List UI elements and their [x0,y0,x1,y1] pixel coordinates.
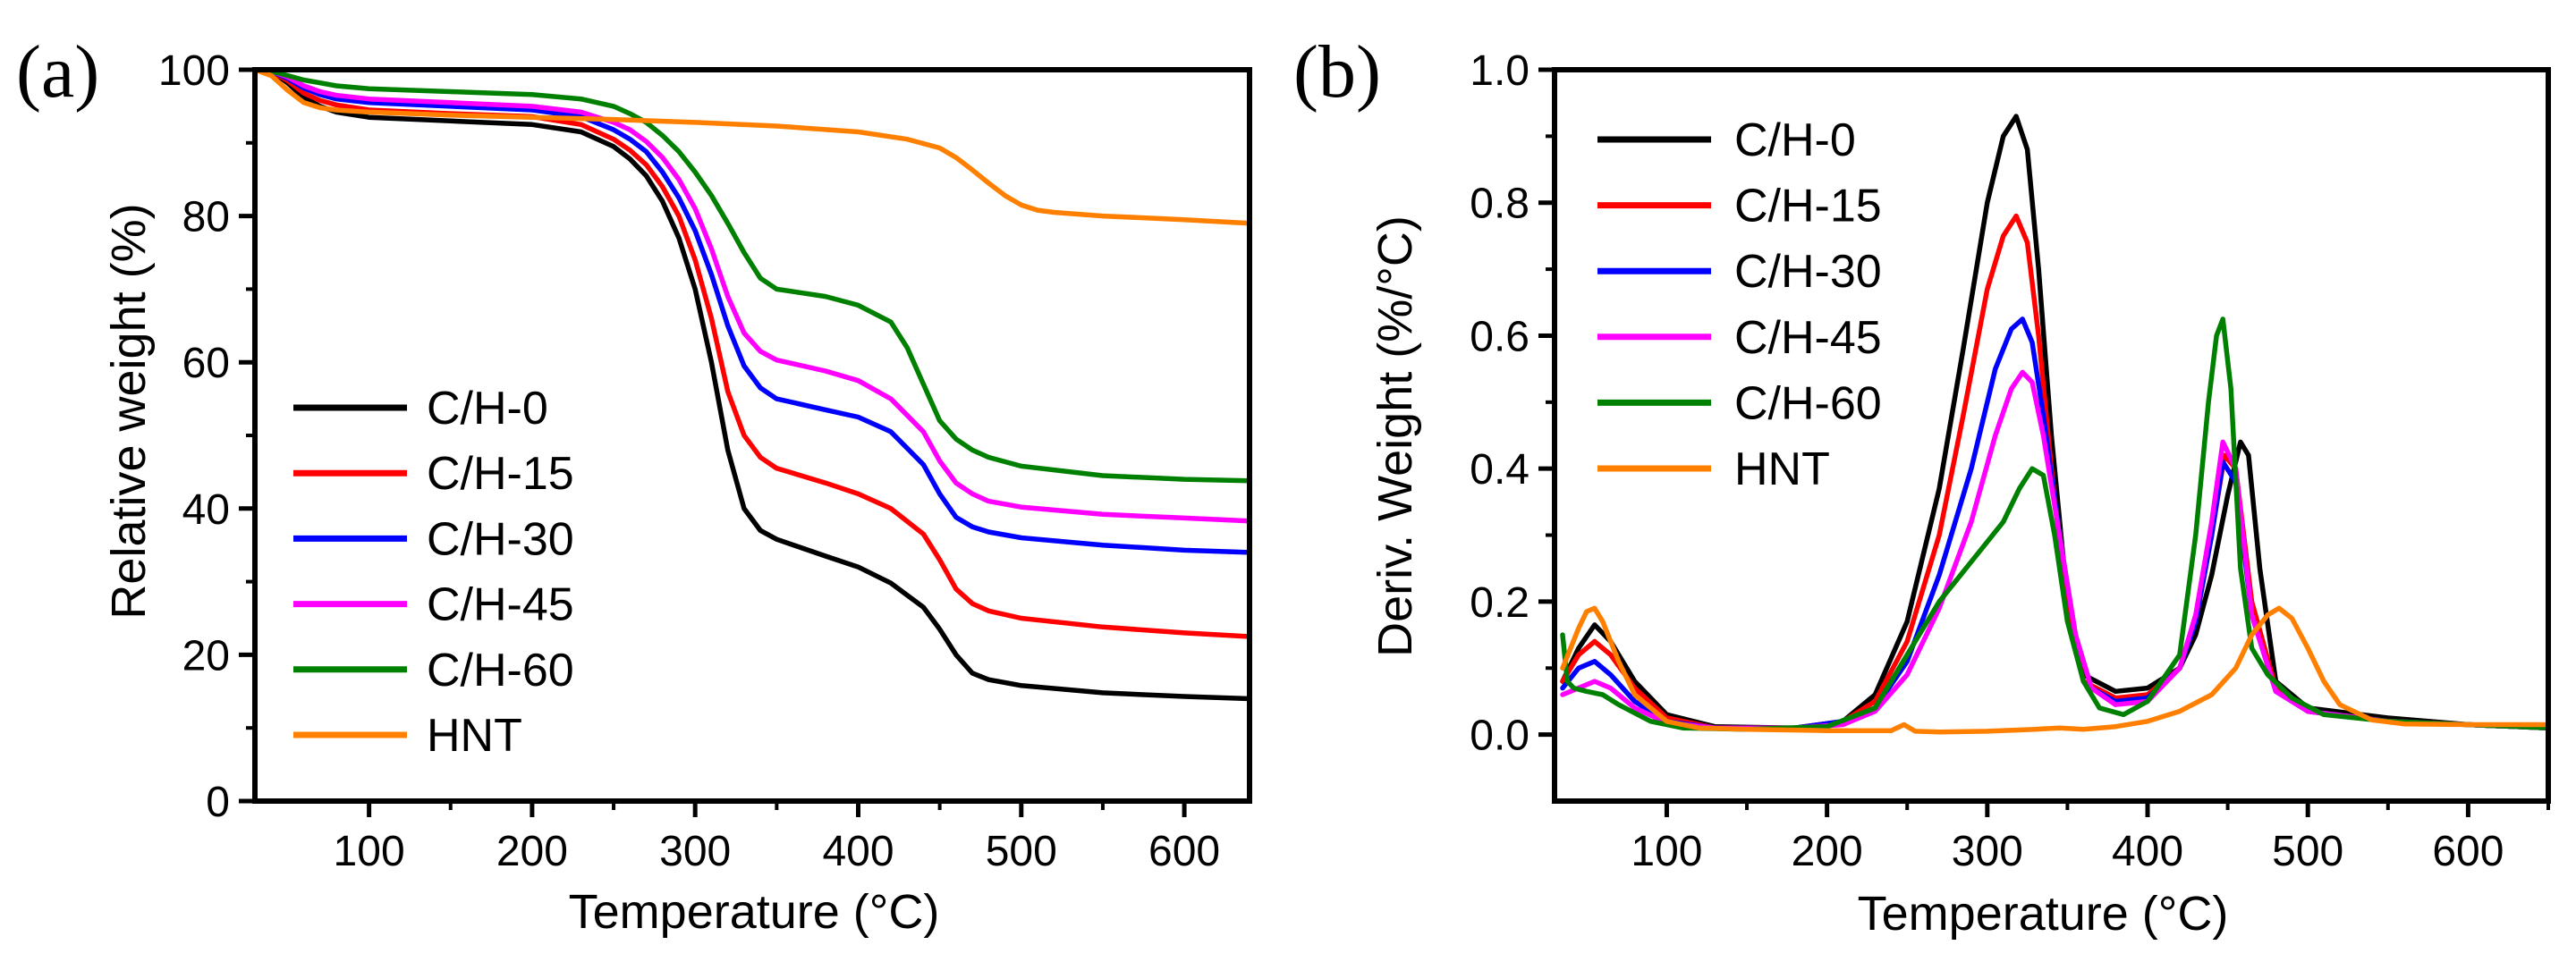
x-tick-label: 500 [2272,828,2343,875]
y-tick-label: 0.0 [1470,713,1530,760]
legend-label: C/H-30 [1734,246,1882,298]
legend-label: C/H-60 [1734,377,1882,429]
panel-a-series-group [255,70,1250,702]
panel-b: (b) 100 200 300 400 500 600 0.0 0.2 0.4 0.6 0.8 1.… [1293,30,2551,941]
y-tick-label: 0.2 [1470,579,1530,627]
y-tick-label: 20 [182,632,230,679]
x-tick-label: 200 [1792,828,1863,875]
panel-b-legend: C/H-0 C/H-15 C/H-30 C/H-45 C/H-60 HNT [1597,114,1882,495]
panel-b-y-axis-title: Deriv. Weight (%/°C) [1368,215,1422,657]
series-line-c-h-60 [255,70,1250,484]
panel-a-x-ticks: 100 200 300 400 500 600 [334,801,1220,875]
legend-label: C/H-45 [427,579,574,631]
panel-a: (a) 100 200 300 400 500 600 0 20 40 60 80 100 Temp… [16,30,1252,939]
x-tick-label: 200 [496,828,568,875]
panel-a-y-axis-title: Relative weight (%) [102,203,156,619]
legend-label: C/H-0 [427,383,548,435]
panel-b-x-ticks: 100 200 300 400 500 600 [1631,801,2550,875]
panel-a-letter: (a) [16,30,99,114]
y-tick-label: 60 [182,340,230,387]
x-tick-label: 400 [2112,828,2183,875]
series-line-hnt [1560,605,2548,735]
y-tick-label: 100 [158,47,230,95]
series-line-c-h-30 [255,70,1250,555]
series-line-c-h-45 [255,70,1250,524]
legend-label: C/H-45 [1734,312,1882,364]
legend-label: HNT [1734,443,1830,495]
panel-a-legend: C/H-0 C/H-15 C/H-30 C/H-45 C/H-60 HNT [293,383,574,762]
panel-a-x-axis-title: Temperature (°C) [569,885,940,939]
panel-b-plot-frame [1552,67,2551,804]
panel-b-y-ticks: 0.0 0.2 0.4 0.6 0.8 1.0 [1470,47,1555,760]
x-tick-label: 400 [822,828,894,875]
x-tick-label: 600 [2432,828,2504,875]
x-tick-label: 100 [334,828,405,875]
panel-b-x-axis-title: Temperature (°C) [1858,887,2229,941]
y-tick-label: 80 [182,194,230,241]
series-line-c-h-0 [255,70,1250,702]
y-tick-label: 1.0 [1470,47,1530,95]
y-tick-label: 40 [182,486,230,534]
legend-label: C/H-0 [1734,114,1856,166]
panel-a-y-ticks: 0 20 40 60 80 100 [158,47,255,826]
y-tick-label: 0.6 [1470,313,1530,360]
series-line-c-h-15 [255,70,1250,639]
x-tick-label: 500 [986,828,1057,875]
panel-b-series-group [1560,114,2548,735]
x-tick-label: 600 [1148,828,1220,875]
legend-label: C/H-60 [427,645,574,696]
legend-label: C/H-30 [427,513,574,565]
y-tick-label: 0.8 [1470,181,1530,228]
x-tick-label: 100 [1631,828,1702,875]
panel-b-letter: (b) [1293,30,1381,114]
x-tick-label: 300 [659,828,731,875]
legend-label: C/H-15 [427,448,574,500]
legend-label: C/H-15 [1734,181,1882,232]
y-tick-label: 0 [206,779,230,826]
x-tick-label: 300 [1952,828,2023,875]
legend-label: HNT [427,710,522,762]
y-tick-label: 0.4 [1470,446,1530,494]
series-line-hnt [255,70,1250,226]
